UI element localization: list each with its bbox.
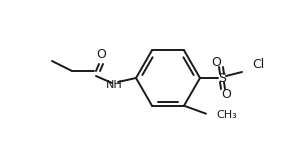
Text: O: O (96, 48, 106, 60)
Text: Cl: Cl (252, 57, 264, 71)
Text: CH₃: CH₃ (216, 110, 237, 120)
Text: NH: NH (106, 80, 122, 90)
Text: S: S (218, 72, 226, 85)
Text: O: O (211, 55, 221, 69)
Text: O: O (221, 88, 231, 101)
